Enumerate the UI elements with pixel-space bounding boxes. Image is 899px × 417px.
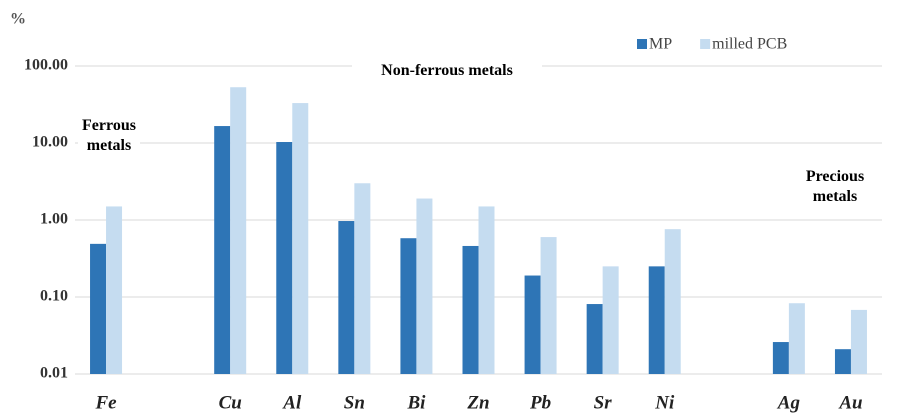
bar (90, 243, 107, 374)
bar (276, 142, 293, 374)
bar (292, 103, 309, 374)
x-tick-label: Zn (466, 392, 489, 413)
x-tick-label: Cu (219, 392, 242, 413)
legend-swatch (637, 39, 647, 49)
x-tick-label: Fe (94, 392, 117, 413)
annotation: Non-ferrous metals (352, 61, 542, 81)
x-tick-label: Sr (594, 392, 613, 413)
bar (602, 266, 619, 374)
x-tick-label: Bi (406, 392, 426, 413)
bar (772, 342, 789, 374)
y-tick-label: 0.01 (40, 365, 68, 382)
x-tick-label: Au (838, 392, 862, 413)
bar (648, 266, 665, 374)
bar (230, 87, 247, 374)
bar (524, 275, 541, 374)
bar (586, 304, 603, 374)
bar (214, 126, 231, 375)
legend-label: milled PCB (712, 36, 787, 53)
annotation: Precious metals (790, 167, 880, 207)
bar (400, 238, 417, 374)
x-tick-label: Ni (654, 392, 675, 413)
x-tick-label: Pb (529, 392, 551, 413)
y-tick-label: 100.00 (24, 57, 68, 74)
bar (664, 229, 681, 374)
bar (462, 245, 479, 374)
y-tick-label: 1.00 (40, 211, 68, 228)
x-tick-label: Ag (777, 392, 800, 413)
x-tick-label: Sn (344, 392, 365, 413)
bar (834, 349, 851, 374)
bar (540, 237, 557, 374)
y-tick-label: 10.00 (32, 134, 68, 151)
bar (354, 183, 371, 374)
annotation: Ferrous metals (78, 116, 140, 156)
bar (416, 198, 433, 374)
bar (338, 221, 355, 374)
bar (478, 206, 495, 374)
bar (106, 206, 123, 374)
y-axis-label: % (10, 11, 26, 28)
y-tick-label: 0.10 (40, 288, 68, 305)
legend-swatch (700, 39, 711, 49)
x-tick-label: Al (282, 392, 302, 413)
bar (788, 303, 805, 374)
legend-label: MP (649, 36, 672, 53)
bar (850, 309, 867, 374)
